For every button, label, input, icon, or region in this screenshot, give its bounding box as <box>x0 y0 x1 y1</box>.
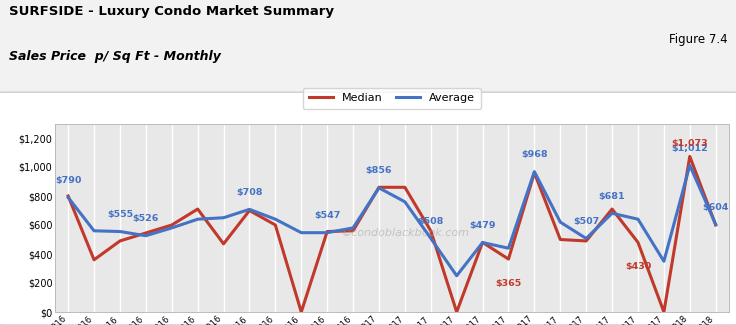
Legend: Median, Average: Median, Average <box>303 87 481 109</box>
Median <box>659 310 668 314</box>
Median <box>323 229 332 233</box>
Average <box>271 217 280 221</box>
Average <box>478 240 487 244</box>
Median <box>141 231 150 235</box>
Median <box>608 207 617 211</box>
Median <box>400 185 409 189</box>
Average <box>194 217 202 221</box>
Average <box>400 200 409 204</box>
Median <box>271 223 280 227</box>
Text: ©condoblackbook.com: ©condoblackbook.com <box>341 228 470 238</box>
Average <box>116 229 124 233</box>
Average <box>349 226 358 230</box>
Average <box>297 231 305 235</box>
FancyBboxPatch shape <box>0 92 736 325</box>
Median <box>219 242 228 246</box>
Text: $479: $479 <box>470 221 496 230</box>
Text: $365: $365 <box>495 279 522 288</box>
Median <box>504 257 513 261</box>
Median <box>556 238 565 241</box>
Text: $708: $708 <box>236 188 263 197</box>
Median <box>478 240 487 244</box>
Text: Sales Price  p/ Sq Ft - Monthly: Sales Price p/ Sq Ft - Monthly <box>9 50 221 63</box>
Median <box>530 171 539 175</box>
Average <box>219 216 228 220</box>
Text: $547: $547 <box>314 211 340 220</box>
Average <box>452 274 461 278</box>
Median <box>581 239 590 243</box>
Text: $526: $526 <box>132 214 159 223</box>
Line: Average: Average <box>68 165 715 276</box>
Median <box>116 239 124 243</box>
Average <box>685 163 694 167</box>
Average <box>64 196 73 200</box>
Average <box>556 220 565 224</box>
Median <box>245 209 254 213</box>
Text: Figure 7.4: Figure 7.4 <box>668 32 727 46</box>
Text: $790: $790 <box>55 176 82 185</box>
Text: $507: $507 <box>573 217 599 226</box>
Median <box>167 223 176 227</box>
Median <box>634 240 643 244</box>
Text: $968: $968 <box>521 150 548 159</box>
Average <box>504 246 513 250</box>
Median <box>685 154 694 158</box>
Average <box>581 237 590 240</box>
Average <box>323 231 332 235</box>
Average <box>634 217 643 221</box>
Median <box>711 223 720 227</box>
Median <box>194 207 202 211</box>
Median <box>426 229 435 233</box>
Average <box>530 170 539 174</box>
Average <box>426 236 435 240</box>
Text: $604: $604 <box>702 203 729 212</box>
Text: $856: $856 <box>366 166 392 176</box>
Line: Median: Median <box>68 156 715 312</box>
Median <box>349 229 358 233</box>
Average <box>608 211 617 215</box>
Average <box>90 229 99 233</box>
Average <box>659 259 668 263</box>
Average <box>375 186 383 190</box>
Text: $430: $430 <box>625 262 651 271</box>
Average <box>141 234 150 238</box>
Text: $681: $681 <box>599 192 626 201</box>
Text: $1,012: $1,012 <box>671 144 708 153</box>
Text: $508: $508 <box>417 217 444 226</box>
Text: $555: $555 <box>107 210 133 219</box>
Text: SURFSIDE - Luxury Condo Market Summary: SURFSIDE - Luxury Condo Market Summary <box>9 5 334 18</box>
Median <box>375 185 383 189</box>
Text: $1,073: $1,073 <box>671 139 708 148</box>
Median <box>297 310 305 314</box>
Median <box>64 194 73 198</box>
Average <box>245 207 254 211</box>
Average <box>711 223 720 227</box>
Median <box>452 310 461 314</box>
Average <box>167 226 176 230</box>
Median <box>90 258 99 262</box>
